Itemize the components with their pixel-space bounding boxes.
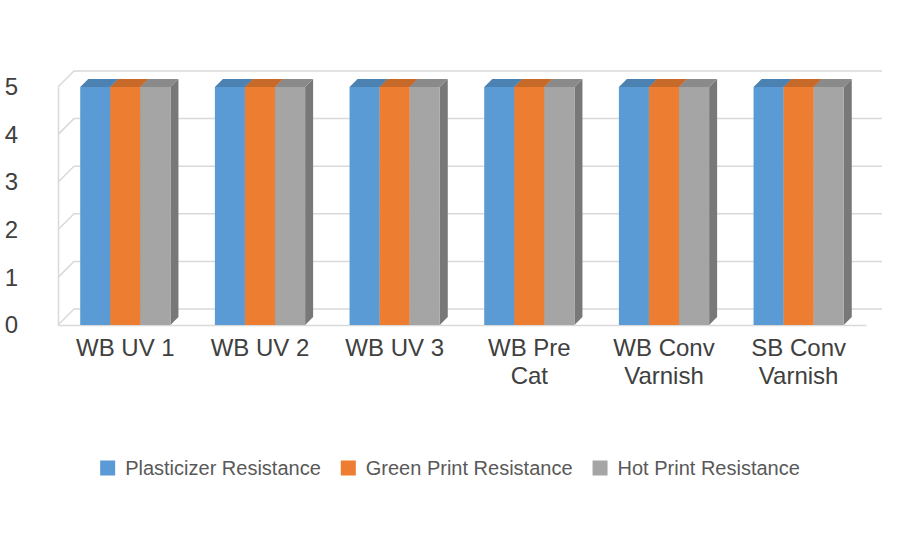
bar-side: [305, 79, 313, 325]
bar: [484, 87, 514, 325]
bar-group: [814, 79, 852, 325]
bar-top: [814, 79, 852, 87]
x-tick-label-line: WB Conv: [613, 334, 714, 361]
bar: [350, 87, 380, 325]
x-tick-label: WB ConvVarnish: [613, 334, 714, 389]
bar-side: [844, 79, 852, 325]
bar-top: [410, 79, 448, 87]
x-tick: WB ConvVarnish: [613, 325, 714, 389]
y-tick: 3: [5, 168, 58, 195]
bar: [80, 87, 110, 325]
x-tick-label: WB PreCat: [488, 334, 571, 389]
y-tick-label: 2: [5, 216, 18, 243]
bar-group: [544, 79, 582, 325]
bar-group: [410, 79, 448, 325]
x-tick: WB UV 1: [76, 325, 175, 361]
legend-label: Hot Print Resistance: [618, 457, 800, 479]
bar-top: [140, 79, 178, 87]
legend-item: Hot Print Resistance: [593, 457, 800, 479]
bar-group: [140, 79, 178, 325]
bar: [679, 87, 709, 325]
y-tick-label: 1: [5, 264, 18, 291]
legend-label: Green Print Resistance: [366, 457, 573, 479]
bar-group: [275, 79, 313, 325]
y-tick: 4: [5, 121, 58, 148]
bar-side: [170, 79, 178, 325]
legend-swatch: [593, 461, 608, 476]
y-tick: 2: [5, 216, 58, 243]
y-axis-line: [58, 88, 60, 326]
y-tick: 1: [5, 264, 58, 291]
y-tick-label: 5: [5, 73, 18, 100]
bar: [754, 87, 784, 325]
legend-label: Plasticizer Resistance: [125, 457, 321, 479]
x-tick: SB ConvVarnish: [751, 325, 846, 389]
bar-side: [440, 79, 448, 325]
legend-swatch: [341, 461, 356, 476]
x-tick: WB PreCat: [488, 325, 571, 389]
grid-line: [58, 71, 882, 87]
x-tick-label: WB UV 3: [345, 334, 444, 361]
bar-top: [544, 79, 582, 87]
bar-side: [709, 79, 717, 325]
x-tick-label-line: WB UV 3: [345, 334, 444, 361]
bars: [80, 79, 852, 325]
x-tick-label-line: WB Pre: [488, 334, 571, 361]
legend-item: Green Print Resistance: [341, 457, 573, 479]
bar: [814, 87, 844, 325]
bar-top: [275, 79, 313, 87]
y-tick-label: 4: [5, 121, 18, 148]
x-tick-label-line: SB Conv: [751, 334, 846, 361]
x-tick-label: WB UV 1: [76, 334, 175, 361]
y-tick: 0: [5, 311, 58, 338]
bar: [275, 87, 305, 325]
x-tick-label-line: Cat: [511, 362, 549, 389]
y-tick-label: 0: [5, 311, 18, 338]
x-tick-label: WB UV 2: [211, 334, 310, 361]
x-axis-line: [59, 325, 867, 327]
legend-swatch: [100, 461, 115, 476]
bar: [380, 87, 410, 325]
y-tick-label: 3: [5, 168, 18, 195]
bar-top: [679, 79, 717, 87]
bar: [110, 87, 140, 325]
bar-side: [574, 79, 582, 325]
y-tick: 5: [5, 73, 58, 100]
bar: [245, 87, 275, 325]
chart: 0 1 2 3 4 5 WB UV 1 WB UV 2 WB UV 3 WB PreCat WB C…: [0, 0, 900, 550]
bar-group: [679, 79, 717, 325]
x-tick-label-line: WB UV 1: [76, 334, 175, 361]
legend: Plasticizer Resistance Green Print Resist…: [100, 457, 800, 479]
bar: [544, 87, 574, 325]
bar: [514, 87, 544, 325]
x-tick-label: SB ConvVarnish: [751, 334, 846, 389]
bar: [410, 87, 440, 325]
x-axis: WB UV 1WB UV 2WB UV 3WB PreCatWB ConvVar…: [59, 325, 867, 389]
legend-item: Plasticizer Resistance: [100, 457, 321, 479]
x-tick: WB UV 2: [211, 325, 310, 361]
x-tick-label-line: Varnish: [759, 362, 839, 389]
bar: [215, 87, 245, 325]
x-tick-label-line: WB UV 2: [211, 334, 310, 361]
bar: [784, 87, 814, 325]
grid: [58, 71, 882, 325]
bar: [649, 87, 679, 325]
x-tick-label-line: Varnish: [624, 362, 704, 389]
bar: [140, 87, 170, 325]
x-tick: WB UV 3: [345, 325, 444, 361]
bar: [619, 87, 649, 325]
y-axis: 0 1 2 3 4 5: [5, 73, 59, 338]
